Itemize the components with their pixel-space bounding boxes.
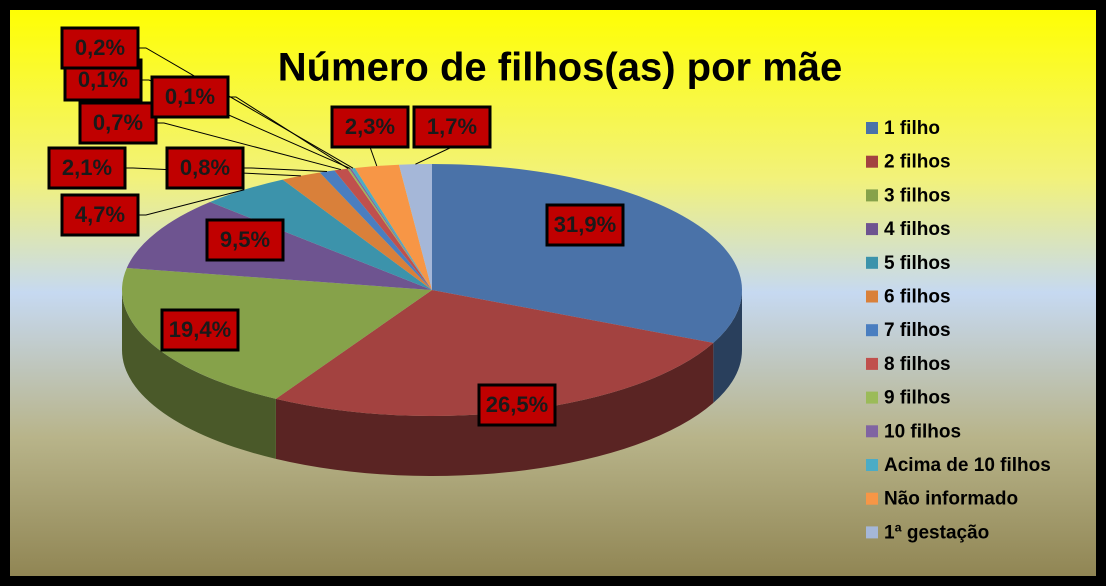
slice xyxy=(432,164,743,343)
legend-swatch xyxy=(866,256,878,269)
legend-label: 6 filhos xyxy=(884,287,951,308)
data-label: 26,5% xyxy=(486,392,548,417)
chart-title: Número de filhos(as) por mãe xyxy=(278,46,843,90)
slice-side xyxy=(275,342,714,476)
data-label-box xyxy=(545,203,625,247)
data-label: 0,7% xyxy=(93,110,143,135)
data-label-box xyxy=(150,75,230,119)
leader-line xyxy=(156,122,341,171)
data-label: 0,1% xyxy=(78,67,128,92)
legend-swatch xyxy=(866,290,878,303)
slice xyxy=(351,167,432,290)
data-label-box xyxy=(412,105,492,149)
legend-swatch xyxy=(866,357,878,370)
slice xyxy=(319,170,432,290)
leader-line xyxy=(369,146,378,167)
legend-label: Acima de 10 filhos xyxy=(884,455,1051,476)
legend-swatch xyxy=(866,324,878,337)
data-label-box xyxy=(330,105,410,149)
leader-line xyxy=(138,47,354,169)
slice xyxy=(275,290,714,416)
legend-swatch xyxy=(866,391,878,404)
data-label-box xyxy=(165,146,245,190)
data-label: 4,7% xyxy=(75,202,125,227)
legend-swatch xyxy=(866,189,878,202)
legend-swatch xyxy=(866,425,878,438)
data-label-box xyxy=(477,383,557,427)
legend-label: 1 filho xyxy=(884,118,940,139)
data-label-box xyxy=(160,308,240,352)
legend-label: 5 filhos xyxy=(884,253,951,274)
data-label: 0,2% xyxy=(75,35,125,60)
slice xyxy=(354,164,432,290)
slice xyxy=(347,168,432,290)
leader-line xyxy=(125,167,301,177)
legend-label: 10 filhos xyxy=(884,421,961,442)
data-label: 0,1% xyxy=(165,84,215,109)
legend-swatch xyxy=(866,155,878,168)
data-label-box xyxy=(205,218,285,262)
leader-line xyxy=(141,79,351,169)
leader-line xyxy=(415,146,453,165)
data-label-box xyxy=(60,26,140,70)
slice xyxy=(282,172,432,290)
slice-side xyxy=(122,290,276,459)
slice xyxy=(349,168,432,290)
leader-line xyxy=(138,189,245,216)
data-label: 31,9% xyxy=(554,212,616,237)
data-label-box xyxy=(78,101,158,145)
data-label: 2,1% xyxy=(62,155,112,180)
slice xyxy=(210,179,432,290)
legend-label: 3 filhos xyxy=(884,185,951,206)
legend-label: 2 filhos xyxy=(884,152,951,173)
legend-label: 7 filhos xyxy=(884,320,951,341)
slice-side xyxy=(713,290,742,403)
data-label-box xyxy=(47,146,127,190)
data-label-box xyxy=(60,193,140,237)
data-label: 9,5% xyxy=(220,227,270,252)
legend-label: 8 filhos xyxy=(884,354,951,375)
legend-swatch xyxy=(866,122,878,134)
legend-label: 1ª gestação xyxy=(884,522,989,543)
legend-swatch xyxy=(866,223,878,236)
legend-swatch xyxy=(866,492,878,505)
slice xyxy=(398,164,432,290)
data-label: 19,4% xyxy=(169,317,231,342)
legend-label: 9 filhos xyxy=(884,388,951,409)
data-label: 0,8% xyxy=(180,155,230,180)
data-label: 2,3% xyxy=(345,114,395,139)
legend-swatch xyxy=(866,459,878,471)
slice xyxy=(334,168,432,290)
legend-swatch xyxy=(866,526,878,539)
data-label: 1,7% xyxy=(427,114,477,139)
legend-label: Não informado xyxy=(884,489,1018,510)
legend-label: 4 filhos xyxy=(884,219,951,240)
leader-line xyxy=(243,167,328,172)
slice xyxy=(121,267,433,399)
